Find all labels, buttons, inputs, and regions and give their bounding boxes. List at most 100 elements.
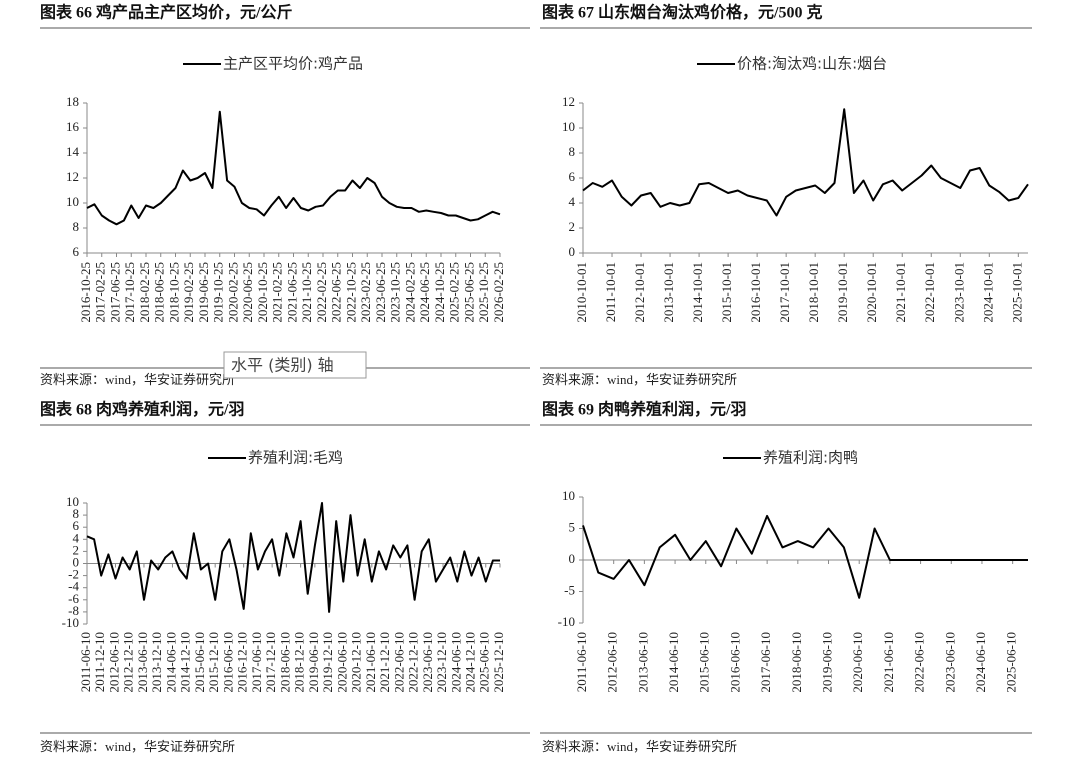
x-tick-label: 2016-06-10 xyxy=(220,632,235,693)
x-tick-label: 2016-12-10 xyxy=(235,632,250,693)
y-tick-label: 6 xyxy=(73,244,80,259)
x-tick-label: 2024-06-10 xyxy=(973,632,988,693)
x-tick-label: 2015-10-01 xyxy=(719,262,734,323)
x-tick-label: 2019-06-10 xyxy=(820,632,835,693)
x-tick-label: 2015-06-10 xyxy=(697,632,712,693)
chart-title: 图表 68 肉鸡养殖利润，元/羽 xyxy=(40,400,244,419)
y-tick-label: 2 xyxy=(73,542,80,557)
x-tick-label: 2011-10-01 xyxy=(603,262,618,322)
x-tick-label: 2025-12-10 xyxy=(491,632,506,693)
y-tick-label: 6 xyxy=(569,169,576,184)
x-tick-label: 2016-06-10 xyxy=(727,632,742,693)
source-note: 资料来源：wind，华安证券研究所 xyxy=(542,739,737,754)
x-tick-label: 2022-02-25 xyxy=(314,262,329,323)
data-line xyxy=(86,502,500,613)
x-tick-label: 2012-06-10 xyxy=(106,632,121,693)
x-tick-label: 2014-06-10 xyxy=(163,632,178,693)
x-tick-label: 2024-06-25 xyxy=(417,262,432,323)
x-tick-label: 2023-06-10 xyxy=(942,632,957,693)
source-note: 资料来源：wind，华安证券研究所 xyxy=(40,739,235,754)
y-tick-label: 16 xyxy=(66,119,80,134)
x-tick-label: 2024-06-10 xyxy=(448,632,463,693)
x-tick-label: 2025-10-25 xyxy=(476,262,491,323)
x-tick-label: 2018-06-10 xyxy=(277,632,292,693)
y-tick-label: -2 xyxy=(68,567,79,582)
y-tick-label: 12 xyxy=(562,94,575,109)
data-line xyxy=(582,514,1028,599)
y-tick-label: 8 xyxy=(73,219,80,234)
x-tick-label: 2011-12-10 xyxy=(92,632,107,692)
x-tick-label: 2023-02-25 xyxy=(358,262,373,323)
x-tick-label: 2018-12-10 xyxy=(292,632,307,693)
x-tick-label: 2012-06-10 xyxy=(605,632,620,693)
x-tick-label: 2013-10-01 xyxy=(661,262,676,323)
x-tick-label: 2025-06-10 xyxy=(1004,632,1019,693)
x-tick-label: 2012-12-10 xyxy=(121,632,136,693)
x-tick-label: 2025-06-25 xyxy=(461,262,476,323)
tooltip-text: 水平 (类别) 轴 xyxy=(231,356,334,375)
x-tick-label: 2018-02-25 xyxy=(137,262,152,323)
x-tick-label: 2020-06-10 xyxy=(334,632,349,693)
chart-title: 图表 67 山东烟台淘汰鸡价格，元/500 克 xyxy=(542,3,822,22)
y-tick-label: -4 xyxy=(68,579,79,594)
x-tick-label: 2024-10-25 xyxy=(432,262,447,323)
legend-label: 养殖利润:毛鸡 xyxy=(248,449,343,467)
x-tick-label: 2018-06-10 xyxy=(789,632,804,693)
x-tick-label: 2017-10-25 xyxy=(122,262,137,323)
x-tick-label: 2020-10-01 xyxy=(864,262,879,323)
x-tick-label: 2020-10-25 xyxy=(255,262,270,323)
x-tick-label: 2026-02-25 xyxy=(491,262,506,323)
x-tick-label: 2018-10-01 xyxy=(806,262,821,323)
legend-label: 主产区平均价:鸡产品 xyxy=(223,55,363,73)
x-tick-label: 2021-12-10 xyxy=(377,632,392,693)
chart-title: 图表 66 鸡产品主产区均价，元/公斤 xyxy=(40,3,292,22)
x-tick-label: 2014-06-10 xyxy=(666,632,681,693)
x-tick-label: 2021-10-01 xyxy=(893,262,908,323)
chart-title: 图表 69 肉鸭养殖利润，元/羽 xyxy=(542,400,746,419)
y-tick-label: -10 xyxy=(62,615,79,630)
y-tick-label: 0 xyxy=(73,554,80,569)
x-tick-label: 2019-06-25 xyxy=(196,262,211,323)
x-tick-label: 2016-10-25 xyxy=(78,262,93,323)
x-tick-label: 2022-10-01 xyxy=(922,262,937,323)
x-tick-label: 2017-06-10 xyxy=(249,632,264,693)
x-tick-label: 2018-06-25 xyxy=(152,262,167,323)
y-tick-label: 12 xyxy=(66,169,79,184)
data-line xyxy=(582,108,1029,217)
x-tick-label: 2019-02-25 xyxy=(181,262,196,323)
x-tick-label: 2019-06-10 xyxy=(306,632,321,693)
x-tick-label: 2023-12-10 xyxy=(434,632,449,693)
x-tick-label: 2020-02-25 xyxy=(225,262,240,323)
x-tick-label: 2019-10-01 xyxy=(835,262,850,323)
data-line xyxy=(86,110,501,226)
x-tick-label: 2020-06-25 xyxy=(240,262,255,323)
source-note: 资料来源：wind，华安证券研究所 xyxy=(40,372,235,387)
x-tick-label: 2020-12-10 xyxy=(349,632,364,693)
x-tick-label: 2025-10-01 xyxy=(1009,262,1024,323)
legend-label: 养殖利润:肉鸭 xyxy=(763,449,858,467)
x-tick-label: 2011-06-10 xyxy=(574,632,589,692)
y-tick-label: 6 xyxy=(73,518,80,533)
x-tick-label: 2022-06-10 xyxy=(912,632,927,693)
y-tick-label: 10 xyxy=(66,494,79,509)
y-tick-label: 10 xyxy=(562,119,575,134)
x-tick-label: 2017-02-25 xyxy=(93,262,108,323)
x-tick-label: 2019-10-25 xyxy=(211,262,226,323)
x-tick-label: 2024-02-25 xyxy=(402,262,417,323)
y-tick-label: 0 xyxy=(569,244,576,259)
y-tick-label: 2 xyxy=(569,219,576,234)
x-tick-label: 2022-12-10 xyxy=(406,632,421,693)
x-tick-label: 2019-12-10 xyxy=(320,632,335,693)
x-tick-label: 2025-06-10 xyxy=(477,632,492,693)
x-tick-label: 2013-12-10 xyxy=(149,632,164,693)
x-tick-label: 2022-06-25 xyxy=(329,262,344,323)
x-tick-label: 2011-06-10 xyxy=(78,632,93,692)
x-tick-label: 2022-06-10 xyxy=(391,632,406,693)
x-tick-label: 2021-06-10 xyxy=(881,632,896,693)
x-tick-label: 2017-06-25 xyxy=(107,262,122,323)
x-tick-label: 2021-10-25 xyxy=(299,262,314,323)
x-tick-label: 2016-10-01 xyxy=(748,262,763,323)
x-tick-label: 2022-10-25 xyxy=(343,262,358,323)
x-tick-label: 2017-06-10 xyxy=(758,632,773,693)
